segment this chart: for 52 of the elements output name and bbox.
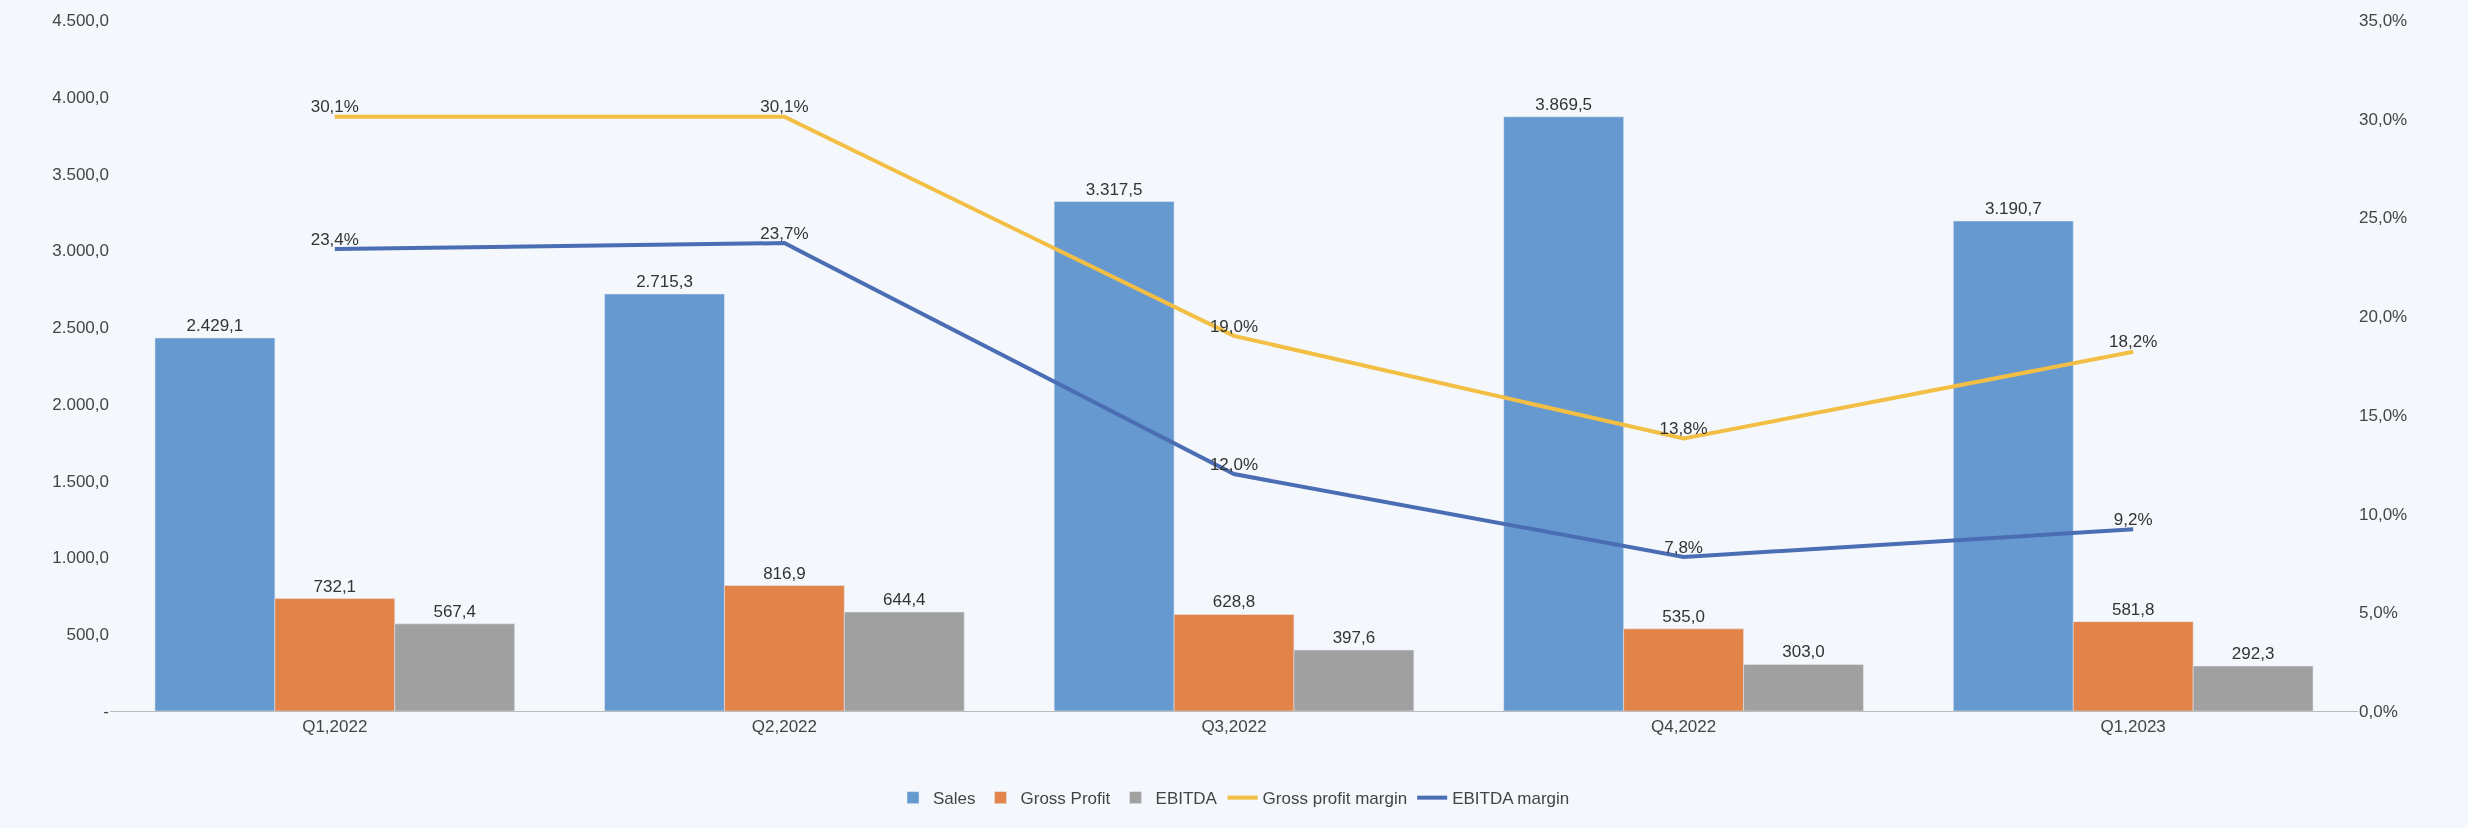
x-tick-label: Q1,2022 — [302, 717, 368, 737]
y2-tick-label: 0,0% — [2359, 701, 2398, 721]
data-label: 628,8 — [1212, 592, 1256, 612]
data-label: 816,9 — [763, 563, 806, 583]
data-label: 23,7% — [760, 223, 809, 243]
y2-tick-label: 15,0% — [2359, 405, 2408, 425]
data-label: 644,4 — [883, 590, 926, 610]
legend-label: Gross profit margin — [1262, 789, 1408, 809]
data-label: 2.429,1 — [186, 316, 244, 335]
data-label: 30,1% — [310, 97, 359, 117]
y-tick-label: 4.000,0 — [52, 87, 109, 107]
data-label: 567,4 — [433, 601, 476, 621]
y-tick-label: 2.500,0 — [52, 318, 109, 338]
y-tick-label: 2.000,0 — [52, 394, 109, 414]
y-tick-label: 1.000,0 — [52, 548, 109, 568]
data-label: 397,6 — [1332, 627, 1376, 647]
x-tick-label: Q1,2023 — [2100, 717, 2166, 737]
y-tick-label: 500,0 — [66, 625, 109, 645]
data-label: 30,1% — [760, 97, 809, 117]
data-label: 2.715,3 — [636, 272, 693, 292]
data-label: 13,8% — [1659, 419, 1708, 439]
x-tick-label: Q4,2022 — [1650, 717, 1717, 737]
x-tick-label: Q2,2022 — [751, 717, 818, 737]
y2-tick-label: 5,0% — [2359, 603, 2398, 623]
legend-label: Sales — [933, 789, 976, 809]
data-label: 303,0 — [1782, 642, 1825, 662]
data-label: 535,0 — [1662, 606, 1705, 626]
y-tick-label: 3.500,0 — [52, 164, 109, 184]
data-label: 23,4% — [310, 229, 359, 249]
legend-label: Gross Profit — [1020, 789, 1111, 809]
y2-tick-label: 30,0% — [2359, 109, 2408, 129]
y-tick-label: 4.500,0 — [52, 10, 109, 30]
y-tick-label: 1.500,0 — [52, 471, 109, 491]
data-label: 3.190,7 — [1984, 199, 2042, 219]
data-label: 3.317,5 — [1085, 179, 1143, 199]
data-label: 581,8 — [2111, 599, 2155, 619]
data-label: 19,0% — [1209, 316, 1259, 336]
legend-label: EBITDA — [1155, 789, 1218, 809]
y2-tick-label: 25,0% — [2359, 208, 2408, 228]
data-label: 18,2% — [2109, 332, 2158, 352]
legend-label: EBITDA margin — [1452, 789, 1570, 809]
x-tick-label: Q3,2022 — [1201, 717, 1267, 737]
y2-tick-label: 10,0% — [2359, 504, 2408, 524]
data-label: 7,8% — [1664, 537, 1703, 557]
data-label: 732,1 — [313, 576, 357, 596]
y2-tick-label: 35,0% — [2359, 10, 2408, 30]
data-label: 3.869,5 — [1535, 94, 1593, 114]
data-label: 9,2% — [2113, 510, 2153, 530]
data-label: 292,3 — [2231, 644, 2275, 664]
y-tick-label: 3.000,0 — [52, 241, 109, 261]
y2-tick-label: 20,0% — [2359, 307, 2408, 327]
y-tick-label: - — [103, 701, 109, 721]
